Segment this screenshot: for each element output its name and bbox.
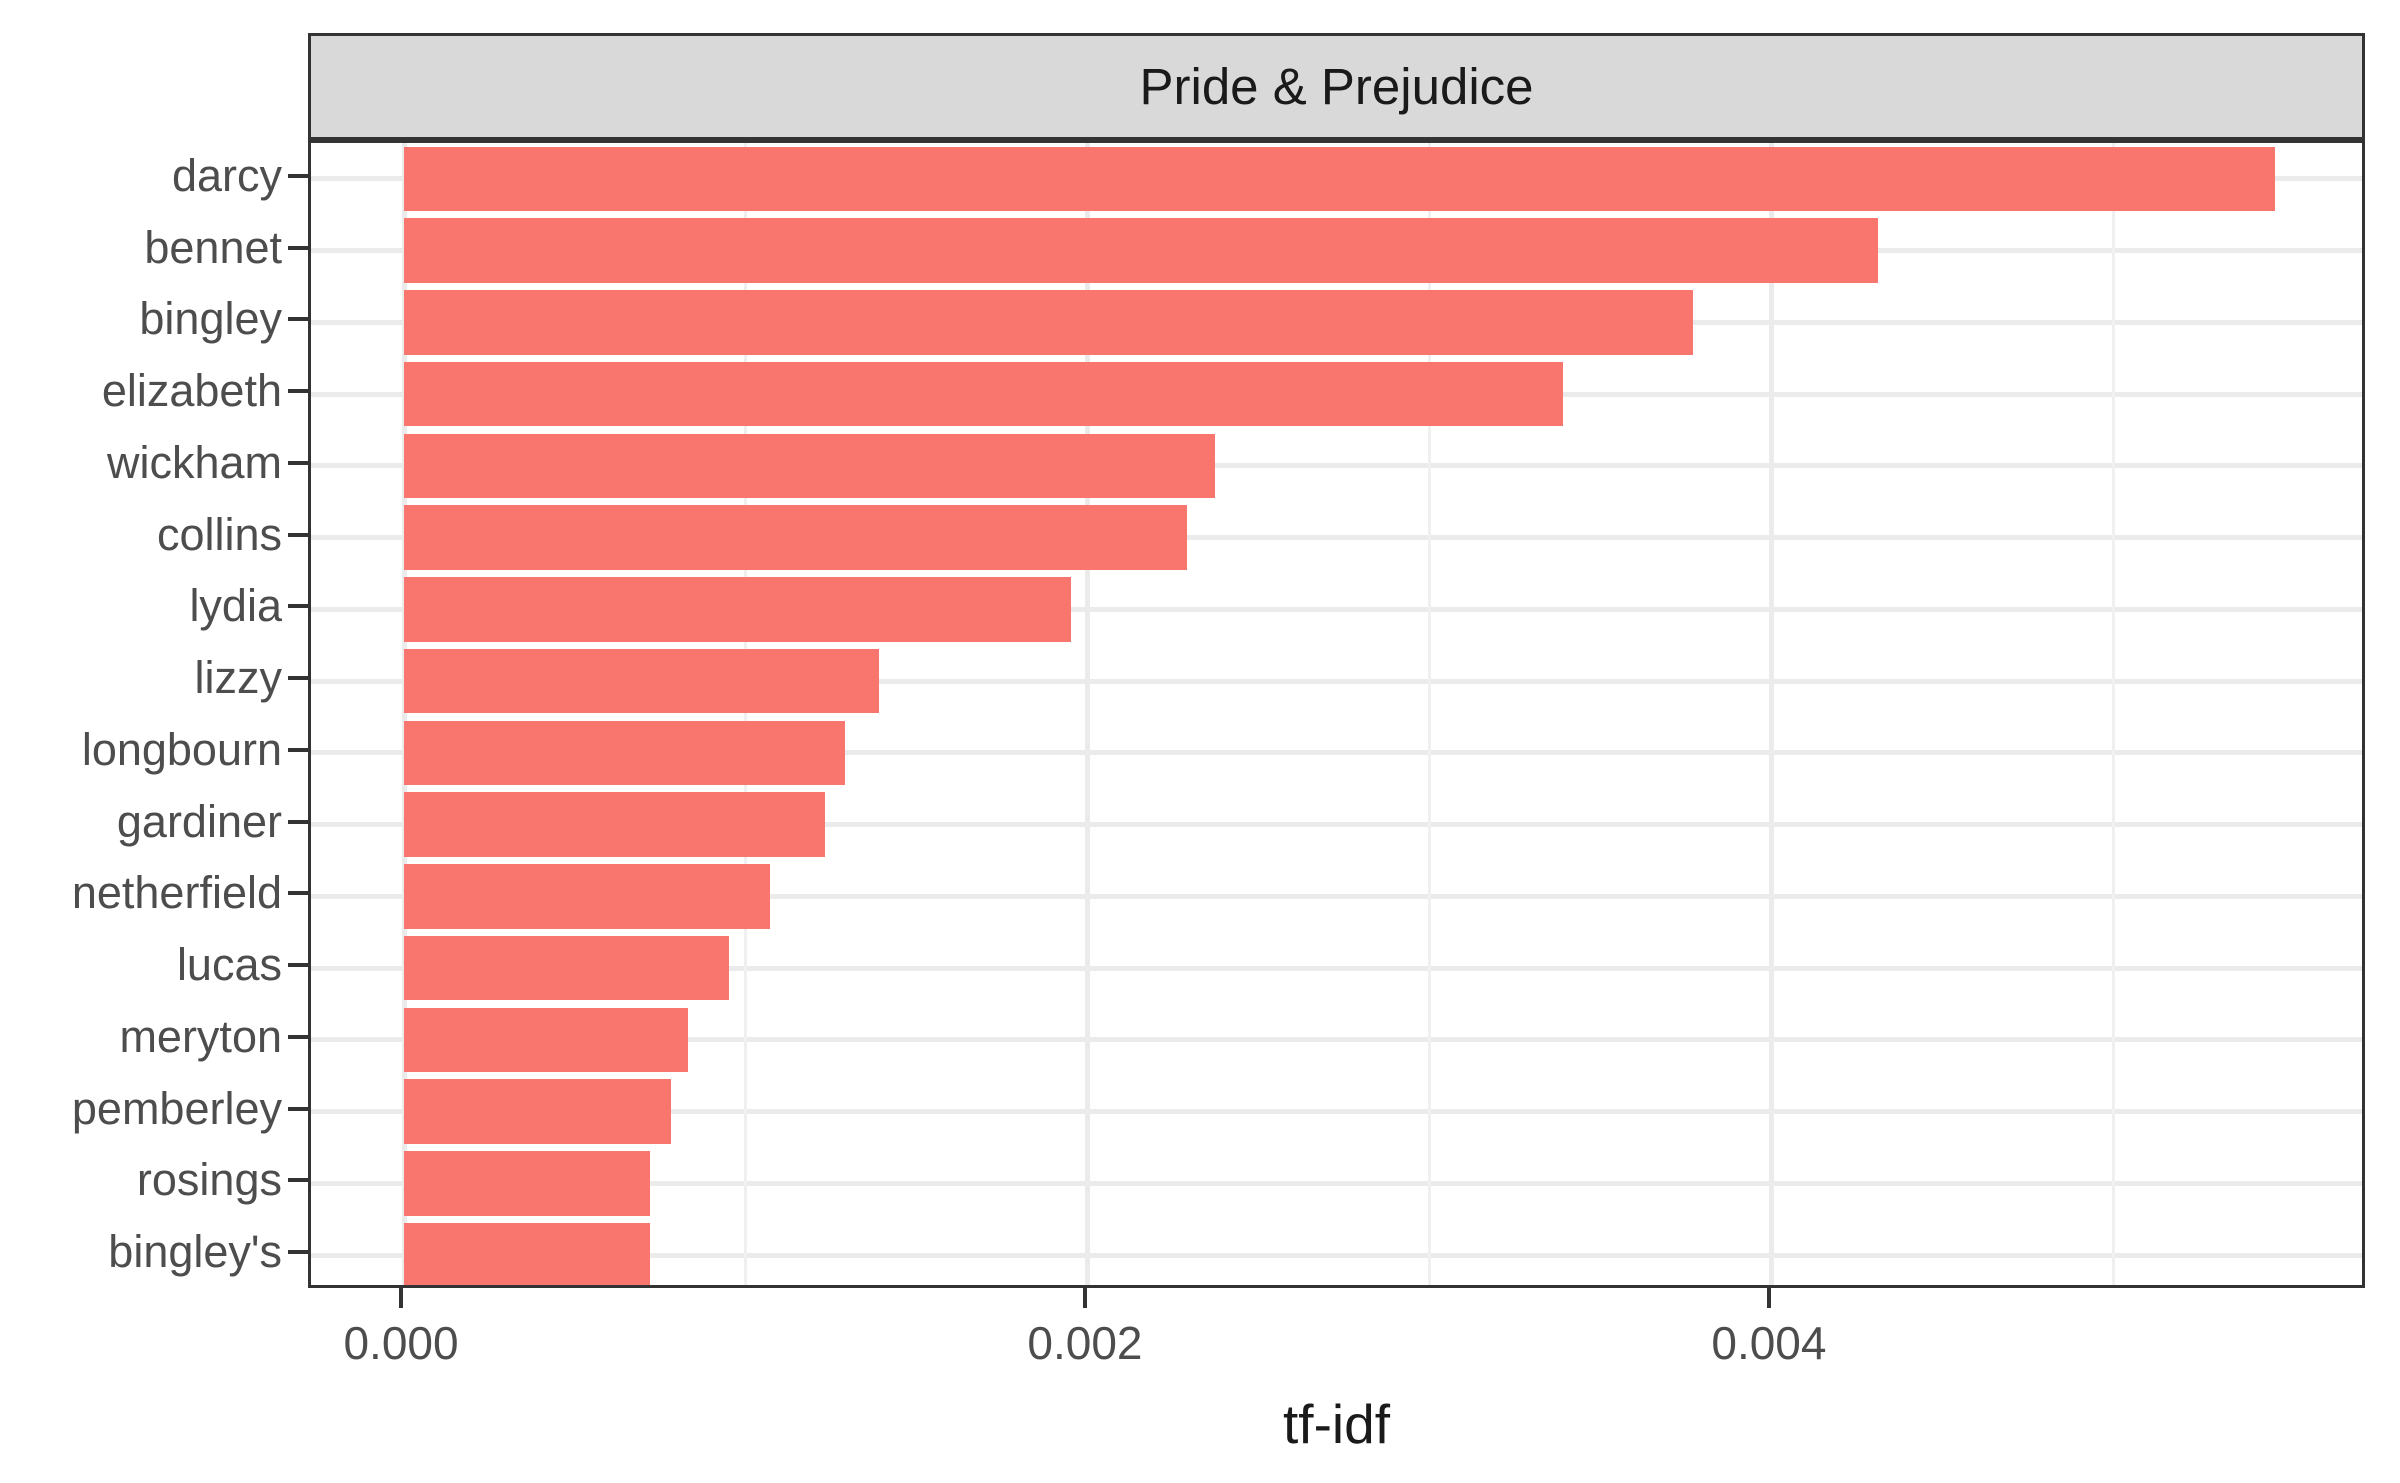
bar-meryton — [404, 1007, 688, 1073]
facet-strip: Pride & Prejudice — [308, 33, 2365, 140]
y-tick-lucas — [288, 963, 308, 968]
bar-lizzy — [404, 648, 880, 714]
y-tick-rosings — [288, 1178, 308, 1183]
gridline-y-wickham — [311, 463, 2362, 469]
y-tick-label-bingley: bingley — [139, 293, 282, 345]
gridline-y-lucas — [311, 965, 2362, 971]
y-tick-label-meryton: meryton — [119, 1010, 282, 1062]
y-tick-longbourn — [288, 747, 308, 752]
x-tick-0.004 — [1766, 1288, 1771, 1308]
y-tick-collins — [288, 532, 308, 537]
gridline-y-rosings — [311, 1180, 2362, 1186]
bar-collins — [404, 505, 1188, 570]
y-tick-label-bennet: bennet — [144, 221, 282, 273]
y-tick-label-longbourn: longbourn — [81, 723, 282, 775]
y-tick-meryton — [288, 1034, 308, 1039]
y-tick-label-darcy: darcy — [171, 149, 282, 201]
y-tick-wickham — [288, 460, 308, 465]
gridline-y-bingley's — [311, 1252, 2362, 1258]
y-tick-netherfield — [288, 891, 308, 896]
y-tick-lydia — [288, 604, 308, 609]
x-tick-label-0.000: 0.000 — [343, 1317, 459, 1369]
y-tick-darcy — [288, 173, 308, 178]
x-tick-label-0.002: 0.002 — [1027, 1317, 1143, 1369]
gridline-x-minor — [2112, 143, 2116, 1285]
gridline-y-pemberley — [311, 1109, 2362, 1115]
x-axis-title: tf-idf — [1283, 1393, 1390, 1455]
gridline-y-lydia — [311, 606, 2362, 612]
bar-elizabeth — [404, 361, 1564, 427]
gridline-y-gardiner — [311, 822, 2362, 828]
bar-gardiner — [404, 792, 825, 857]
gridline-x-minor — [1428, 143, 1432, 1285]
bar-bingley's — [404, 1222, 651, 1285]
plot-panel — [308, 140, 2365, 1288]
x-tick-label-0.004: 0.004 — [1711, 1317, 1827, 1369]
y-tick-label-bingley's: bingley's — [108, 1226, 282, 1278]
y-tick-label-collins: collins — [156, 508, 282, 560]
bar-bingley — [404, 290, 1694, 355]
y-tick-elizabeth — [288, 389, 308, 394]
gridline-y-lizzy — [311, 678, 2362, 684]
facet-strip-title: Pride & Prejudice — [1139, 58, 1534, 115]
gridline-x-minor — [744, 143, 748, 1285]
y-tick-label-pemberley: pemberley — [71, 1082, 282, 1134]
y-tick-label-rosings: rosings — [136, 1154, 282, 1206]
y-tick-label-elizabeth: elizabeth — [101, 365, 282, 417]
y-tick-label-gardiner: gardiner — [116, 795, 282, 847]
x-tick-0.000 — [399, 1288, 404, 1308]
gridline-y-meryton — [311, 1037, 2362, 1043]
bar-netherfield — [404, 864, 770, 929]
y-tick-label-lydia: lydia — [189, 580, 282, 632]
gridline-y-netherfield — [311, 893, 2362, 899]
gridline-y-longbourn — [311, 750, 2362, 756]
y-tick-label-lucas: lucas — [176, 939, 282, 991]
bar-lucas — [404, 935, 729, 1001]
y-tick-pemberley — [288, 1106, 308, 1111]
gridline-x-major — [401, 143, 407, 1285]
y-tick-label-wickham: wickham — [106, 436, 282, 488]
y-tick-gardiner — [288, 819, 308, 824]
bar-wickham — [404, 433, 1215, 499]
bar-pemberley — [404, 1079, 671, 1144]
bar-bennet — [404, 218, 1878, 283]
y-tick-bingley — [288, 317, 308, 322]
gridline-x-major — [1769, 143, 1775, 1285]
y-tick-bingley's — [288, 1250, 308, 1255]
x-tick-0.002 — [1082, 1288, 1087, 1308]
y-tick-bennet — [288, 245, 308, 250]
y-tick-label-lizzy: lizzy — [194, 652, 283, 704]
bar-darcy — [404, 146, 2275, 212]
gridline-y-collins — [311, 535, 2362, 541]
y-tick-lizzy — [288, 676, 308, 681]
gridline-x-major — [1085, 143, 1091, 1285]
bar-rosings — [404, 1151, 651, 1216]
y-tick-label-netherfield: netherfield — [71, 867, 282, 919]
bar-lydia — [404, 577, 1071, 642]
bar-longbourn — [404, 720, 846, 786]
